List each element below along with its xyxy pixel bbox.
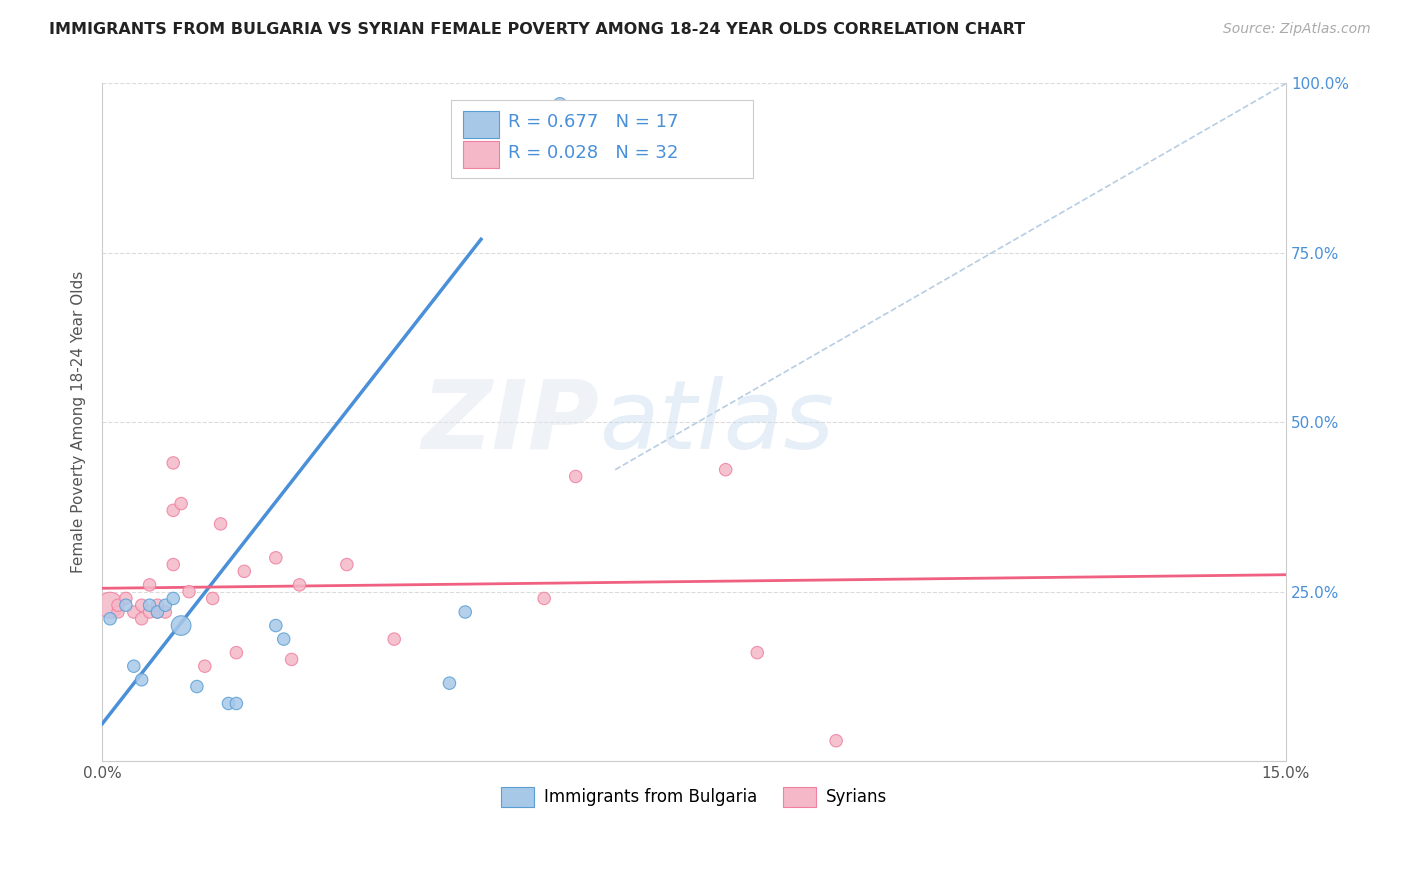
Text: atlas: atlas xyxy=(599,376,834,469)
Point xyxy=(194,659,217,673)
Point xyxy=(548,96,571,111)
Point xyxy=(225,697,247,711)
Point xyxy=(131,673,153,687)
Point xyxy=(454,605,477,619)
Point xyxy=(162,558,184,572)
Point xyxy=(146,605,169,619)
Point xyxy=(264,550,287,565)
Point xyxy=(825,733,848,747)
Point xyxy=(115,598,138,612)
Point xyxy=(122,659,145,673)
Y-axis label: Female Poverty Among 18-24 Year Olds: Female Poverty Among 18-24 Year Olds xyxy=(72,271,86,574)
Point xyxy=(155,598,177,612)
Point xyxy=(186,680,208,694)
Point xyxy=(533,591,555,606)
Point xyxy=(98,598,121,612)
Point xyxy=(714,463,737,477)
Point xyxy=(382,632,405,646)
Text: R = 0.677   N = 17: R = 0.677 N = 17 xyxy=(508,113,679,131)
FancyBboxPatch shape xyxy=(463,111,499,137)
Point xyxy=(107,605,129,619)
Point xyxy=(288,578,311,592)
Point xyxy=(170,497,193,511)
Point xyxy=(170,618,193,632)
Point xyxy=(146,605,169,619)
Point xyxy=(138,605,160,619)
Point xyxy=(273,632,295,646)
Point xyxy=(336,558,359,572)
Legend: Immigrants from Bulgaria, Syrians: Immigrants from Bulgaria, Syrians xyxy=(495,780,894,814)
Point xyxy=(162,503,184,517)
Point xyxy=(138,578,160,592)
FancyBboxPatch shape xyxy=(463,141,499,169)
Point xyxy=(122,605,145,619)
Point xyxy=(107,598,129,612)
Point xyxy=(201,591,224,606)
Text: Source: ZipAtlas.com: Source: ZipAtlas.com xyxy=(1223,22,1371,37)
Point xyxy=(209,516,232,531)
Point xyxy=(98,612,121,626)
Point xyxy=(233,565,256,579)
FancyBboxPatch shape xyxy=(451,101,754,178)
Point xyxy=(162,591,184,606)
Point xyxy=(564,469,586,483)
Point xyxy=(162,456,184,470)
Point xyxy=(131,612,153,626)
Point xyxy=(225,646,247,660)
Text: R = 0.028   N = 32: R = 0.028 N = 32 xyxy=(508,144,679,161)
Point xyxy=(131,598,153,612)
Point xyxy=(177,584,200,599)
Point xyxy=(115,591,138,606)
Point xyxy=(218,697,240,711)
Point xyxy=(439,676,461,690)
Point xyxy=(138,598,160,612)
Text: IMMIGRANTS FROM BULGARIA VS SYRIAN FEMALE POVERTY AMONG 18-24 YEAR OLDS CORRELAT: IMMIGRANTS FROM BULGARIA VS SYRIAN FEMAL… xyxy=(49,22,1025,37)
Text: ZIP: ZIP xyxy=(422,376,599,469)
Point xyxy=(747,646,769,660)
Point xyxy=(146,598,169,612)
Point xyxy=(155,605,177,619)
Point xyxy=(280,652,302,666)
Point xyxy=(264,618,287,632)
